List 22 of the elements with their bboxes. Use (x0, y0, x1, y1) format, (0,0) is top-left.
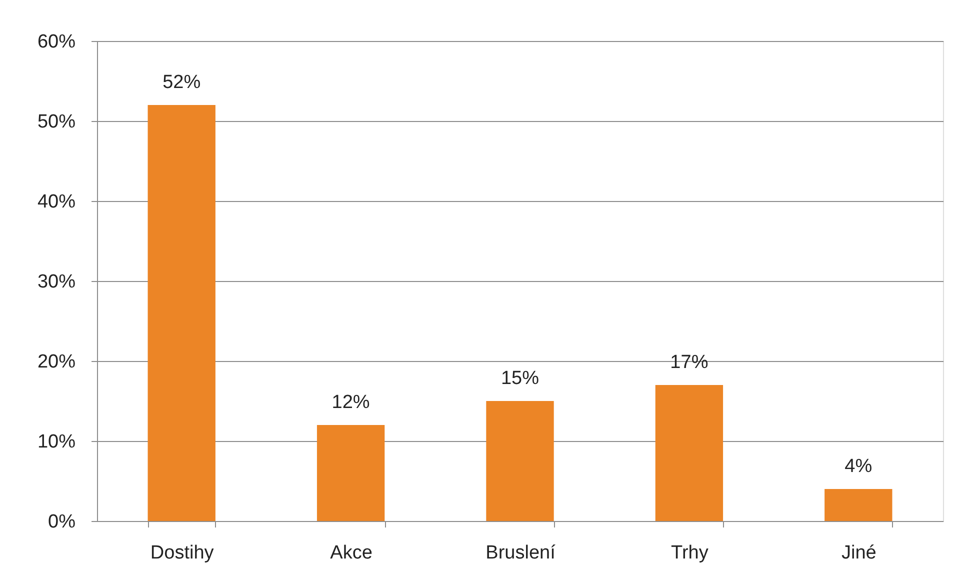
data-label: 17% (670, 352, 708, 373)
bar (824, 489, 892, 521)
x-tick-label: Bruslení (486, 542, 556, 564)
bar (655, 385, 724, 521)
y-tick-label: 0% (48, 512, 76, 532)
y-tick-label: 60% (37, 32, 76, 52)
x-tick-label: Dostihy (150, 542, 214, 564)
y-tick-label: 30% (37, 272, 76, 292)
x-tick-label: Jiné (841, 542, 876, 564)
x-tick-label: Akce (330, 542, 372, 564)
data-label: 52% (162, 72, 201, 93)
x-tick-label: Trhy (671, 542, 709, 564)
bar (148, 105, 216, 521)
bar (486, 401, 554, 521)
y-tick-label: 20% (37, 352, 76, 372)
data-label: 15% (500, 368, 540, 389)
y-tick-label: 10% (37, 432, 76, 452)
y-tick-label: 50% (37, 112, 76, 132)
y-tick-label: 40% (37, 192, 76, 212)
data-label: 12% (332, 392, 370, 413)
bar (316, 425, 385, 521)
data-label: 4% (844, 456, 872, 477)
